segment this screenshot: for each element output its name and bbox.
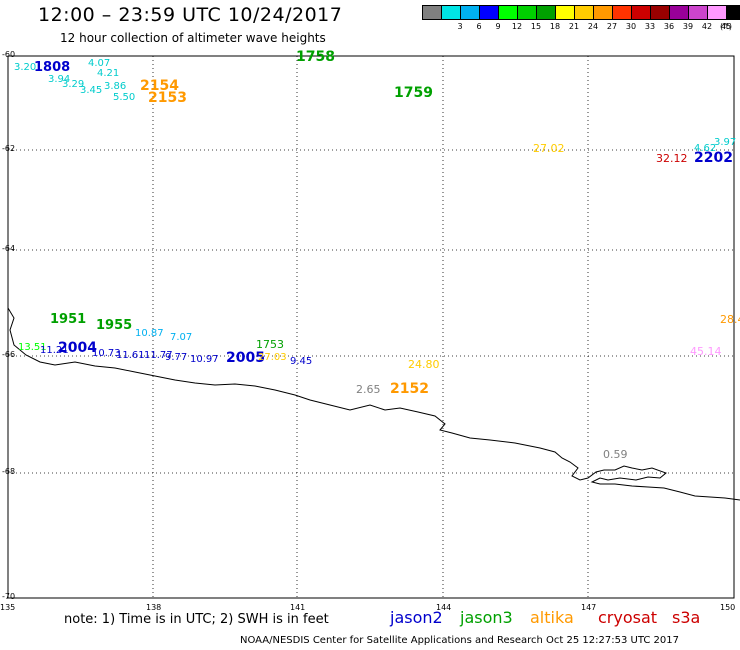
lat-tick-label: -70 [2,592,16,601]
wave-height-label: 3.86 [104,81,127,92]
wave-height-label: 32.12 [656,152,688,165]
page-title: 12:00 – 23:59 UTC 10/24/2017 [38,4,343,26]
wave-height-label: 5.50 [113,92,136,103]
legend-label: 39 [682,22,694,31]
wave-height-label: 7.07 [170,332,193,343]
legend-label: 30 [625,22,637,31]
legend-label: 33 [644,22,656,31]
wave-height-label: 4.62 [694,143,717,154]
wave-height-label: 2153 [148,90,187,106]
wave-height-label: 24.80 [408,358,440,371]
legend-label: 15 [530,22,542,31]
wave-height-label: 3.29 [62,79,85,90]
legend-label: 3 [457,22,463,31]
lat-tick-label: -68 [2,467,16,476]
wave-height-label: 1753 [256,338,284,351]
wave-height-label: 10.73 [92,348,121,359]
wave-height-label: 13.51 [18,342,47,353]
wave-height-label: 45.14 [690,345,722,358]
wave-height-label: 11.61 [116,350,145,361]
wave-height-label: 4.21 [97,68,120,79]
legend-label: 45 [720,22,732,31]
legend-label: 18 [549,22,561,31]
lon-tick-label: 147 [581,603,597,612]
wave-height-label: 28.4 [720,313,740,326]
lat-tick-label: -60 [2,50,16,59]
wave-height-label: 10.87 [135,328,164,339]
wave-height-label: 9.77 [165,352,188,363]
wave-height-label: 0.59 [603,448,628,461]
legend-swatch [726,5,740,20]
legend-label: 27 [606,22,618,31]
wave-height-label: 4.07 [88,58,111,69]
wave-height-label: 3.97 [714,137,737,148]
legend-label: 6 [476,22,482,31]
legend-label: 12 [511,22,523,31]
satellite-legend-item: jason3 [460,608,513,627]
legend-label: 21 [568,22,580,31]
wave-height-label: 2005 [226,350,265,366]
lon-tick-label: 138 [146,603,162,612]
legend-label: 24 [587,22,599,31]
satellite-legend-item: cryosat [598,608,658,627]
satellite-legend-item: jason2 [390,608,443,627]
wave-height-label: 1808 [34,60,71,75]
lon-tick-label: 150 [720,603,736,612]
legend-label: 36 [663,22,675,31]
footer-note: note: 1) Time is in UTC; 2) SWH is in fe… [64,612,329,627]
page-subtitle: 12 hour collection of altimeter wave hei… [60,31,326,45]
wave-height-label: 27.03 [258,352,287,363]
plot-frame [7,55,735,599]
wave-height-label: 2.65 [356,383,381,396]
wave-height-label: 2154 [140,78,179,94]
coastline [7,307,740,501]
wave-height-label: 2004 [58,340,97,356]
wave-height-label: 9.45 [290,356,313,367]
wave-height-label: 10.97 [190,354,219,365]
wave-height-label: 11.21 [40,345,69,356]
satellite-legend-item: s3a [672,608,701,627]
lon-tick-label: 144 [436,603,452,612]
wave-height-label: 1955 [96,318,133,333]
wave-height-label: 2202 [694,150,733,166]
legend-label: 9 [495,22,501,31]
wave-height-label: 3.45 [80,85,103,96]
credit-line: NOAA/NESDIS Center for Satellite Applica… [240,635,679,646]
wave-height-label: 3.94 [48,74,71,85]
wave-height-label: 2152 [390,381,429,397]
grid-lines [8,56,734,598]
lon-tick-label: 135 [0,603,16,612]
lon-tick-label: 141 [290,603,306,612]
lat-tick-label: -66 [2,350,16,359]
plot-border [7,55,735,599]
wave-height-label: 3.20 [14,62,37,73]
wave-height-label: 27.02 [533,142,565,155]
legend-unit: (ft) [719,22,733,31]
wave-height-label: 1758 [296,49,335,65]
wave-height-label: 11.77 [144,350,173,361]
lat-tick-label: -62 [2,144,16,153]
lat-tick-label: -64 [2,244,16,253]
wave-height-label: 1951 [50,312,87,327]
wave-height-label: 1759 [394,85,433,101]
satellite-legend-item: altika [530,608,574,627]
legend-label: 42 [701,22,713,31]
